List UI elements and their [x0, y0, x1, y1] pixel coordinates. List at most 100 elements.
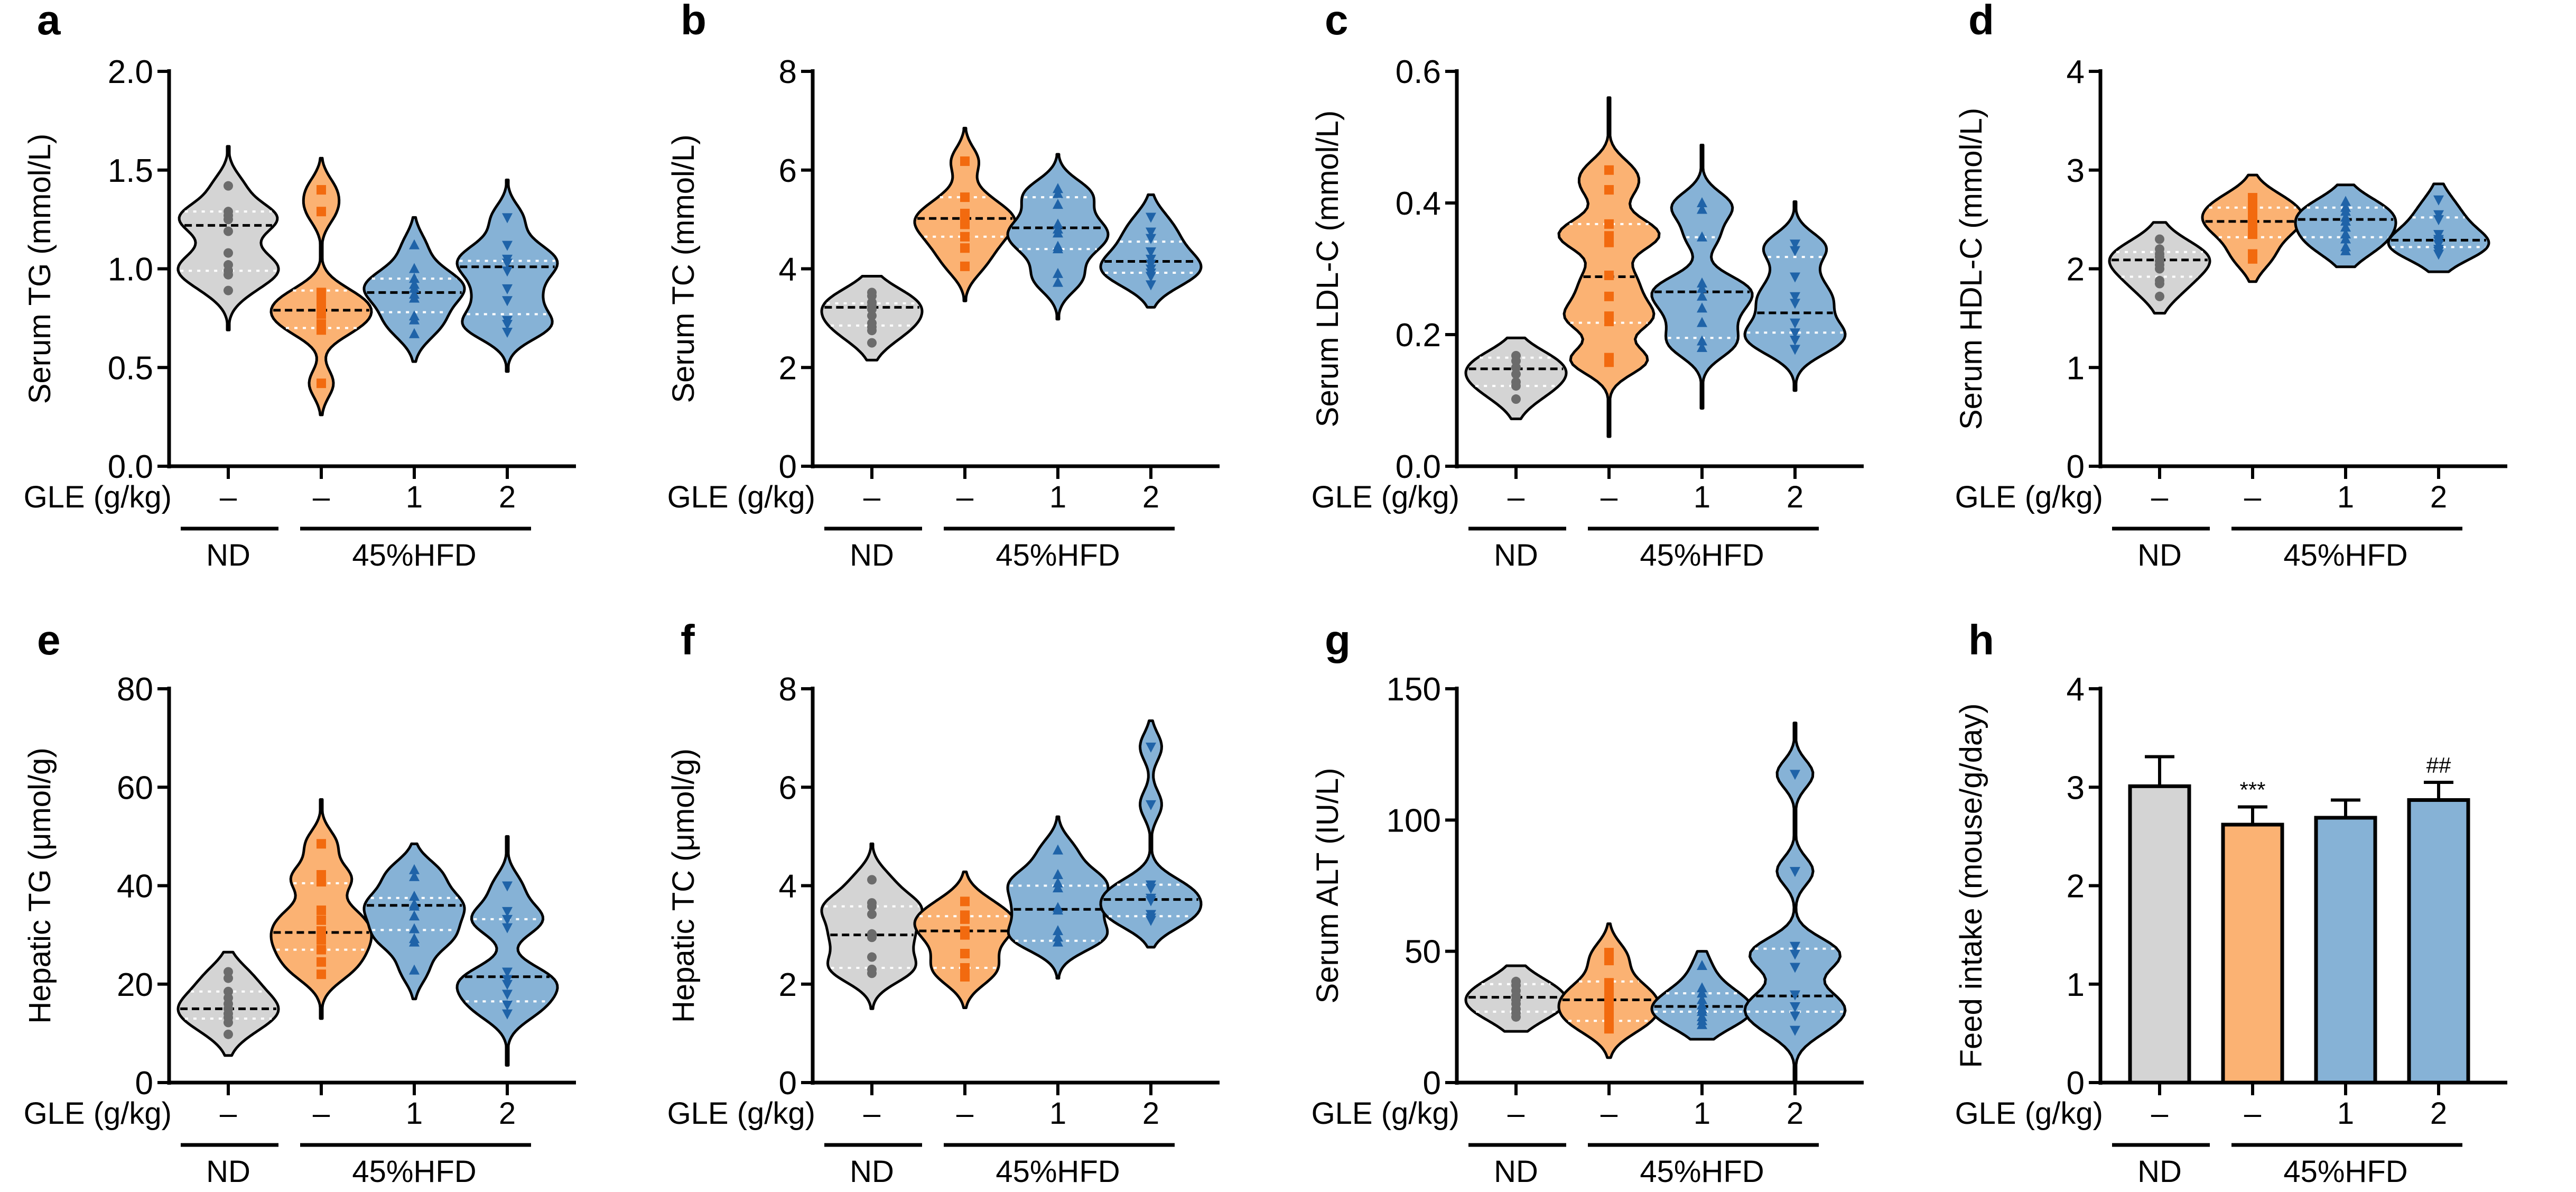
data-point	[2248, 254, 2257, 264]
data-point	[224, 226, 233, 236]
y-tick-label: 8	[779, 671, 797, 708]
data-point	[960, 261, 970, 271]
chart-b: b Serum TC (mmol/L) 0 2 4 6 8 – – 1 2 GLE (g/kg) ND 4…	[666, 0, 1220, 572]
data-point	[867, 968, 877, 978]
panel-letter: g	[1325, 616, 1351, 663]
y-tick-label: 1	[2067, 350, 2085, 386]
data-point	[1146, 247, 1156, 257]
panel-letter: e	[37, 616, 61, 663]
y-tick-label: 2	[2067, 868, 2085, 905]
violin-hfd	[913, 870, 1017, 1009]
y-tick-label: 6	[779, 770, 797, 806]
x-category-label: 2	[2430, 480, 2447, 514]
x-category-label: 2	[2430, 1096, 2447, 1131]
y-tick-label: 0.0	[108, 449, 153, 485]
x-category-label: –	[1601, 480, 1618, 514]
chart-e: e Hepatic TG (μmol/g) 0 20 40 60 80 – – 1 2 GLE (g/…	[23, 616, 576, 1189]
diet-label-nd: ND	[1494, 1154, 1538, 1189]
data-point	[502, 923, 513, 934]
y-tick-label: 4	[779, 868, 797, 905]
data-point	[502, 296, 513, 307]
y-tick-label: 0.0	[1396, 449, 1441, 485]
x-category-label: –	[220, 1096, 237, 1131]
x-category-label: –	[220, 480, 237, 514]
x-category-label: 1	[2337, 1096, 2354, 1131]
violin-gle-2	[2387, 182, 2490, 273]
data-point	[2155, 279, 2164, 289]
data-point	[317, 309, 326, 319]
data-point	[867, 909, 877, 919]
data-point	[409, 263, 420, 273]
data-point	[317, 378, 326, 389]
data-point	[2340, 233, 2351, 244]
x-category-label: –	[863, 1096, 881, 1131]
diet-label-hfd: 45%HFD	[996, 538, 1120, 572]
data-point	[1697, 994, 1707, 1004]
data-point	[1604, 165, 1614, 175]
data-point	[1146, 212, 1156, 223]
data-point	[1697, 959, 1707, 970]
y-tick-label: 0	[2067, 449, 2085, 485]
violin-hfd	[1557, 96, 1661, 438]
data-point	[1790, 246, 1800, 256]
data-point	[1604, 270, 1614, 280]
x-category-label: –	[2151, 1096, 2169, 1131]
gle-row-label: GLE (g/kg)	[667, 1096, 815, 1131]
data-point	[1053, 243, 1063, 254]
data-point	[224, 215, 233, 225]
gle-row-label: GLE (g/kg)	[1955, 1096, 2103, 1131]
bar-gle-1	[2314, 816, 2377, 1085]
data-point	[1146, 272, 1156, 282]
data-point	[1790, 299, 1800, 309]
data-point	[867, 875, 877, 885]
x-category-label: –	[956, 480, 974, 514]
diet-label-nd: ND	[2137, 538, 2182, 572]
violin-gle-1	[1006, 815, 1110, 980]
y-tick-label: 0.6	[1396, 54, 1441, 90]
y-tick-label: 6	[779, 153, 797, 189]
violin-nd	[176, 145, 280, 331]
y-axis-title: Serum LDL-C (mmol/L)	[1310, 110, 1345, 427]
data-point	[1697, 317, 1707, 327]
y-tick-label: 60	[117, 770, 153, 806]
y-axis-title: Feed intake (mouse/g/day)	[1954, 704, 1988, 1068]
data-point	[960, 914, 970, 924]
data-point	[867, 311, 877, 321]
diet-label-nd: ND	[1494, 538, 1538, 572]
data-point	[1790, 949, 1800, 960]
x-category-label: 2	[1142, 480, 1159, 514]
data-point	[1604, 237, 1614, 247]
data-point	[502, 907, 513, 917]
violin-gle-1	[1650, 143, 1754, 410]
y-tick-label: 0.5	[108, 350, 153, 386]
x-category-label: –	[863, 480, 881, 514]
data-point	[1146, 800, 1156, 810]
y-tick-label: 40	[117, 868, 153, 905]
y-tick-label: 2	[779, 350, 797, 386]
data-point	[317, 915, 326, 925]
diet-label-hfd: 45%HFD	[2283, 538, 2407, 572]
y-axis-title: Hepatic TG (μmol/g)	[23, 747, 57, 1023]
data-point	[1697, 335, 1707, 346]
data-point	[224, 248, 233, 258]
x-category-label: 1	[1049, 480, 1066, 514]
diet-label-hfd: 45%HFD	[352, 1154, 476, 1189]
data-point	[1697, 282, 1707, 293]
y-tick-label: 0	[779, 1065, 797, 1102]
data-point	[2155, 264, 2164, 274]
data-point	[1053, 844, 1063, 855]
data-point	[1146, 227, 1156, 238]
panel-f: f Hepatic TC (μmol/g) 0 2 4 6 8 – – 1 2 GLE (g/kg) N…	[644, 596, 1287, 1192]
data-point	[317, 969, 326, 980]
data-point	[1604, 291, 1614, 301]
data-point	[409, 314, 420, 325]
panel-letter: a	[37, 0, 61, 43]
data-point	[1604, 1024, 1614, 1034]
y-tick-label: 2	[779, 967, 797, 1003]
data-point	[1146, 742, 1156, 753]
x-category-label: –	[956, 1096, 974, 1131]
data-point	[1053, 925, 1063, 936]
diet-label-nd: ND	[206, 538, 250, 572]
y-tick-label: 4	[2067, 671, 2085, 708]
data-point	[502, 914, 513, 925]
